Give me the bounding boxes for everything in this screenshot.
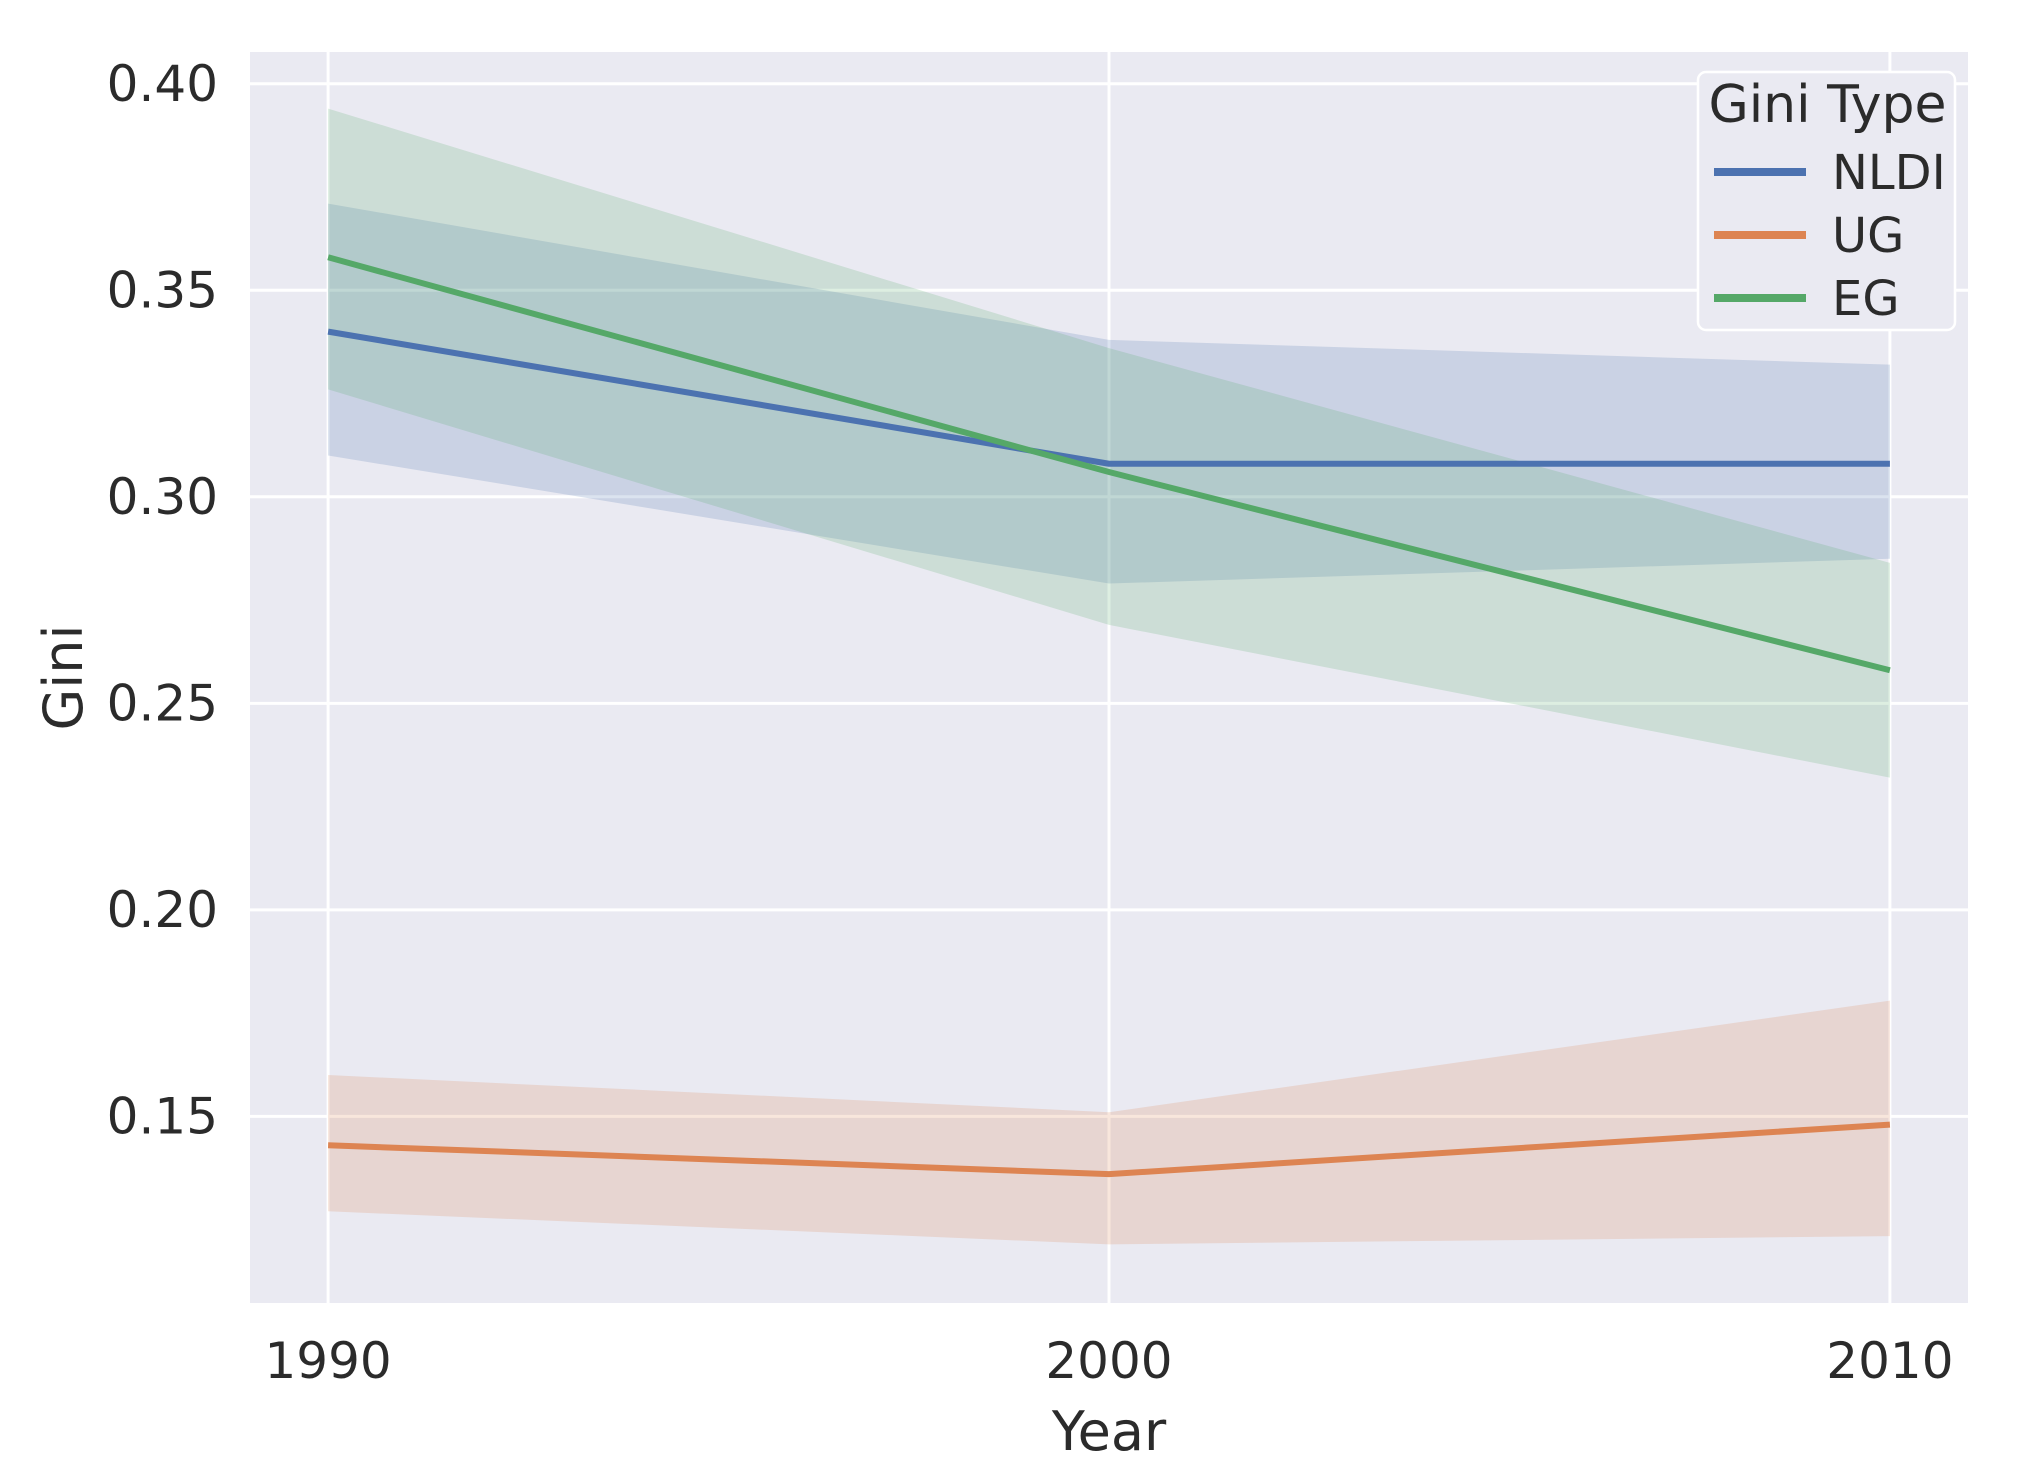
legend-label-EG: EG [1832,271,1900,327]
legend-label-UG: UG [1832,208,1904,264]
legend-label-NLDI: NLDI [1832,145,1946,201]
ci-band-EG [328,108,1890,778]
x-tick-label: 2010 [1826,1332,1953,1390]
x-tick-label: 1990 [264,1332,391,1390]
series-line-EG [327,254,1891,674]
legend-title: Gini Type [1708,75,1946,135]
legend-item-NLDI: NLDI [1714,145,1946,201]
legend-item-UG: UG [1714,208,1904,264]
y-tick-label: 0.40 [107,55,218,113]
y-tick-label: 0.25 [107,674,218,732]
legend-item-EG: EG [1714,271,1900,327]
y-tick-label: 0.30 [107,468,218,526]
x-axis-label: Year [1051,1400,1167,1463]
x-tick-label: 2000 [1045,1332,1172,1390]
ci-band-UG [328,1000,1890,1245]
ci-band-NLDI [328,203,1890,584]
series-line-UG [327,1121,1891,1178]
y-tick-label: 0.15 [107,1087,218,1145]
legend: Gini Type NLDI UG EG [1696,70,1957,332]
series-line-NLDI [327,328,1890,467]
y-tick-label: 0.35 [107,261,218,319]
legend-box [1696,70,1957,332]
y-axis-label: Gini [32,624,95,730]
y-tick-label: 0.20 [107,881,218,939]
